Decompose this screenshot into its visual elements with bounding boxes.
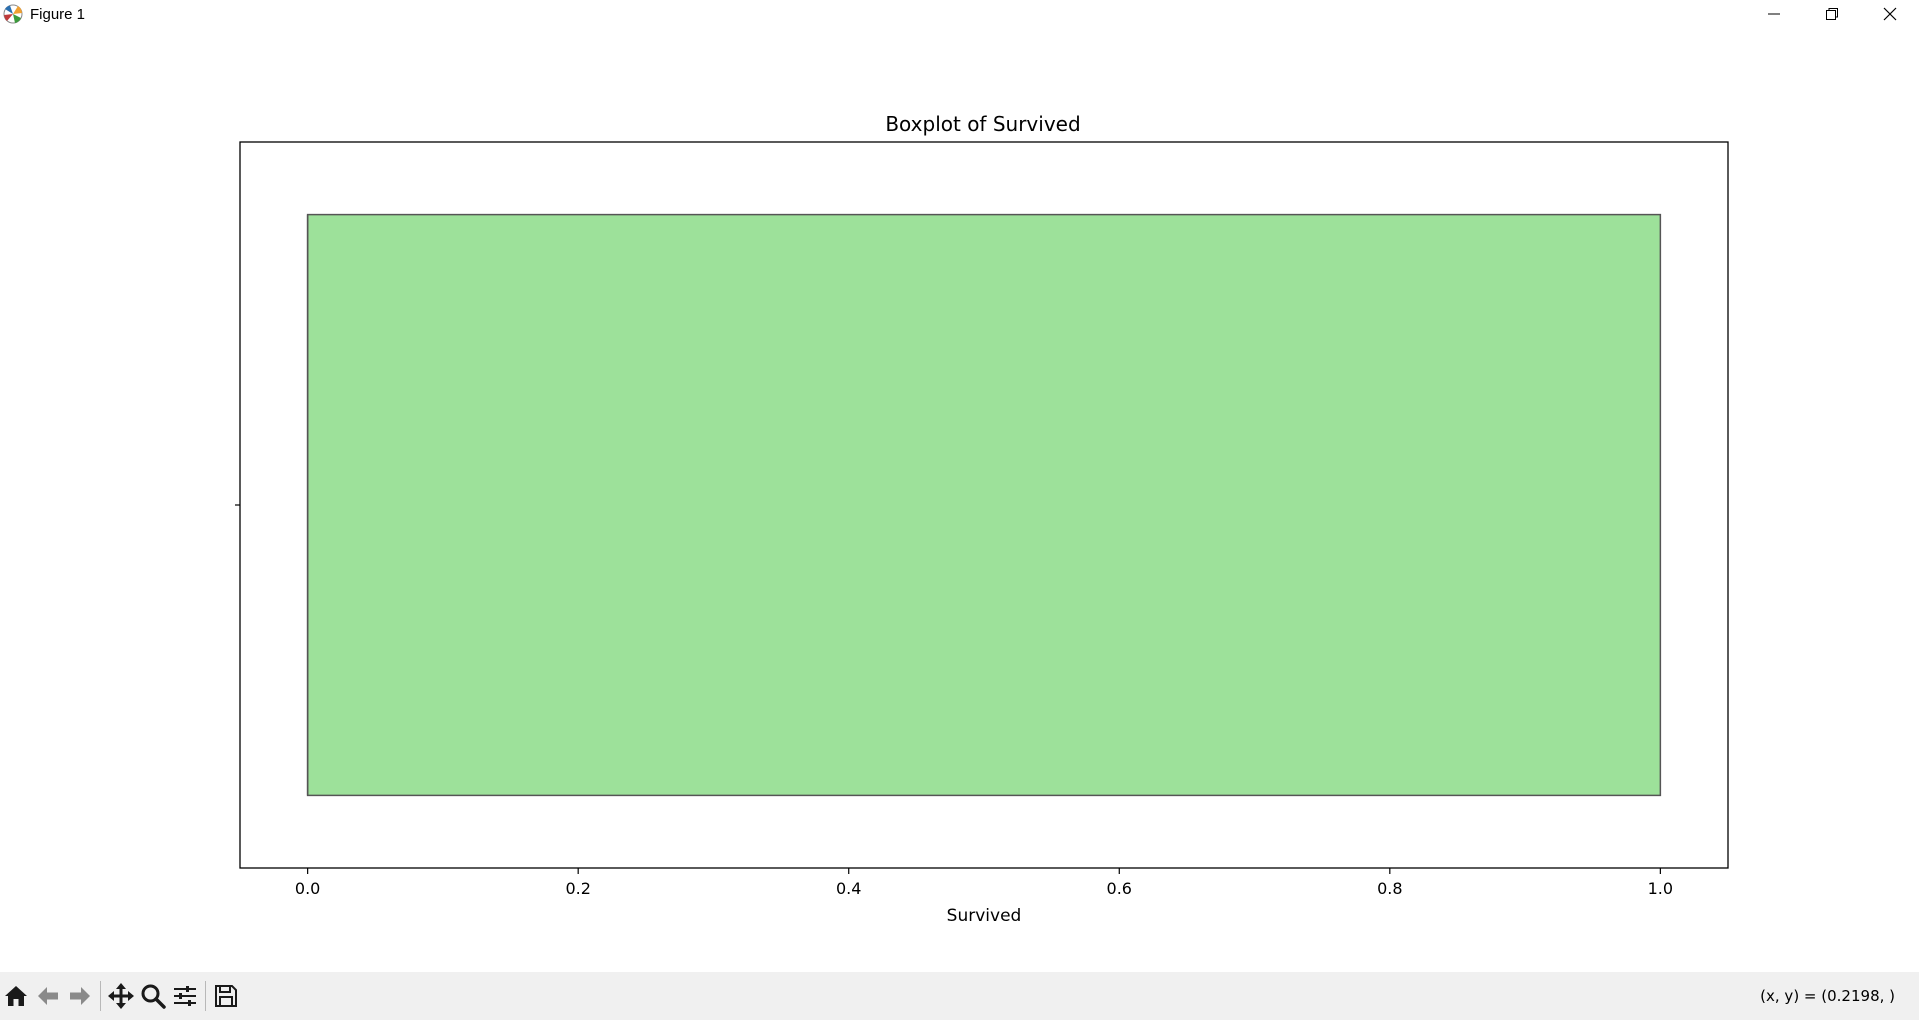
configure-subplots-button[interactable]	[169, 978, 201, 1014]
minimize-button[interactable]	[1745, 0, 1803, 28]
home-icon	[5, 986, 27, 1006]
x-tick-label: 1.0	[1648, 879, 1673, 898]
x-axis-ticks: 0.0 0.2 0.4 0.6 0.8 1.0	[295, 868, 1673, 898]
box-iqr	[306, 213, 1662, 797]
x-tick-label: 0.6	[1107, 879, 1132, 898]
forward-button[interactable]	[64, 978, 96, 1014]
toolbar-separator	[205, 981, 206, 1011]
save-button[interactable]	[210, 978, 242, 1014]
window-titlebar: Figure 1	[0, 0, 1919, 28]
chart-title: Boxplot of Survived	[885, 112, 1080, 136]
matplotlib-icon	[3, 4, 23, 24]
zoom-icon	[141, 984, 166, 1009]
figure-canvas[interactable]: Boxplot of Survived 0.0 0.2 0.4 0.6 0.8 1.0 S…	[0, 28, 1919, 972]
close-button[interactable]	[1861, 0, 1919, 28]
configure-subplots-icon	[174, 986, 196, 1006]
restore-icon	[1826, 8, 1838, 20]
pan-icon	[108, 983, 134, 1009]
x-tick-label: 0.8	[1377, 879, 1402, 898]
x-axis-label: Survived	[947, 906, 1022, 926]
x-tick-label: 0.4	[836, 879, 861, 898]
minimize-icon	[1768, 13, 1780, 15]
zoom-button[interactable]	[137, 978, 169, 1014]
window-title: Figure 1	[30, 5, 86, 23]
back-arrow-icon	[38, 987, 58, 1005]
toolbar-separator	[100, 981, 101, 1011]
x-tick-label: 0.2	[565, 879, 590, 898]
back-button[interactable]	[32, 978, 64, 1014]
close-icon	[1883, 7, 1897, 21]
save-icon	[215, 985, 237, 1007]
x-tick-label: 0.0	[295, 879, 320, 898]
pan-button[interactable]	[105, 978, 137, 1014]
navigation-toolbar: (x, y) = (0.2198, )	[0, 972, 1919, 1020]
boxplot-chart: Boxplot of Survived 0.0 0.2 0.4 0.6 0.8 1.0 S…	[235, 112, 1729, 926]
cursor-coordinates: (x, y) = (0.2198, )	[1760, 987, 1895, 1005]
forward-arrow-icon	[70, 987, 90, 1005]
home-button[interactable]	[0, 978, 32, 1014]
restore-button[interactable]	[1803, 0, 1861, 28]
window-controls	[1745, 0, 1919, 28]
